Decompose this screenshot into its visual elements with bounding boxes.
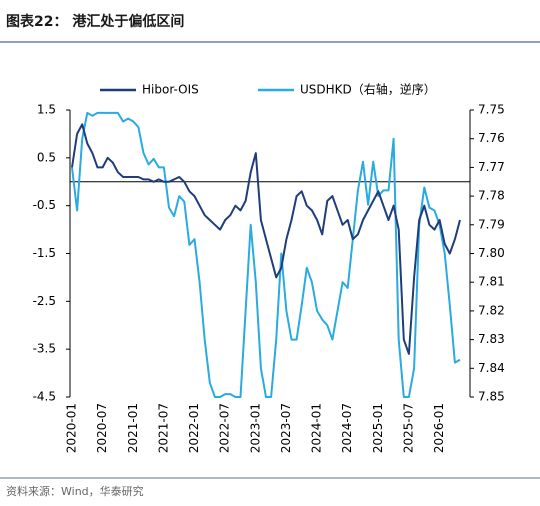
x-tick-label: 2026-01 [432, 403, 446, 453]
x-tick-label: 2022-07 [218, 403, 232, 453]
y-tick-label: -1.5 [33, 246, 56, 260]
x-tick-label: 2022-01 [187, 403, 201, 453]
x-tick-label: 2023-01 [248, 403, 262, 453]
y-tick-label: 1.5 [37, 103, 56, 117]
legend-label: USDHKD（右轴，逆序） [300, 82, 436, 97]
x-tick-label: 2024-07 [340, 403, 354, 453]
x-tick-label: 2021-01 [126, 403, 140, 453]
y2-tick-label: 7.79 [478, 217, 505, 231]
y2-tick-label: 7.82 [478, 303, 505, 317]
legend-label: Hibor-OIS [142, 83, 199, 97]
y2-tick-label: 7.81 [478, 275, 505, 289]
y2-tick-label: 7.83 [478, 332, 505, 346]
y-tick-label: -0.5 [33, 198, 56, 212]
y2-tick-label: 7.76 [478, 131, 505, 145]
y-tick-label: -2.5 [33, 294, 56, 308]
y-tick-label: 0.5 [37, 150, 56, 164]
x-tick-label: 2024-01 [310, 403, 324, 453]
source-note: 资料来源：Wind，华泰研究 [6, 484, 144, 498]
y2-tick-label: 7.84 [478, 361, 505, 375]
x-tick-label: 2021-07 [156, 403, 170, 453]
y-tick-label: -3.5 [33, 342, 56, 356]
x-tick-label: 2020-01 [65, 403, 79, 453]
x-tick-label: 2020-07 [95, 403, 109, 453]
x-tick-label: 2025-07 [401, 403, 415, 453]
series-line [71, 111, 461, 398]
y2-tick-label: 7.75 [478, 103, 505, 117]
y2-tick-label: 7.77 [478, 160, 505, 174]
x-tick-label: 2023-07 [279, 403, 293, 453]
y2-tick-label: 7.85 [478, 390, 505, 404]
y2-tick-label: 7.78 [478, 189, 505, 203]
chart-title: 图表22： 港汇处于偏低区间 [6, 13, 184, 30]
series-line [71, 123, 461, 355]
y-tick-label: -4.5 [33, 390, 56, 404]
y2-tick-label: 7.80 [478, 246, 505, 260]
x-tick-label: 2025-01 [371, 403, 385, 453]
